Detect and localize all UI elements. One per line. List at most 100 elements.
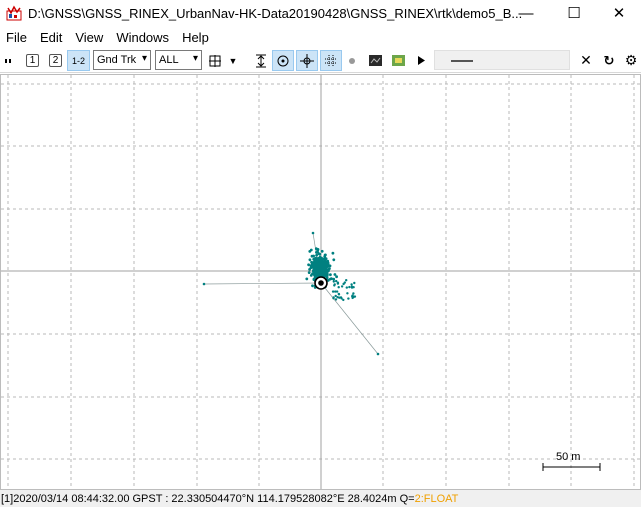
track-point [343,281,346,284]
track-point [348,285,351,289]
track-point [331,251,335,255]
menu-view[interactable]: View [75,29,104,45]
track-point [334,290,337,293]
solution-1-2-button[interactable]: 1-2 [67,50,90,71]
status-bar: [1]2020/03/14 08:44:32.00 GPST : 22.3305… [0,490,641,507]
track-point [334,298,338,301]
track-point [334,294,337,298]
show-image-button[interactable] [366,50,384,71]
track-point [336,282,340,285]
status-quality-value: 2:FLOAT [414,492,459,505]
track-point [337,286,340,289]
track-point [347,297,350,300]
plot-type-select[interactable]: Gnd Trk ▾ [93,50,151,70]
track-point [351,294,354,297]
track-point [335,279,338,283]
track-point [323,259,327,262]
plot-canvas [1,75,640,489]
time-slider-thumb[interactable] [451,60,473,62]
map-icon [391,55,405,66]
track-point [312,269,315,273]
show-grid-button[interactable] [320,50,342,71]
track-point [336,296,339,299]
window-title: D:\GNSS\GNSS_RINEX_UrbanNav-HK-Data20190… [28,5,523,21]
gear-icon: ⚙ [624,52,638,68]
track-point [328,277,332,281]
scale-bar [542,463,601,471]
track-point [312,278,316,281]
time-slider[interactable] [434,50,570,70]
track-point [340,297,343,300]
track-point [311,284,314,288]
close-icon: ✕ [612,5,626,22]
track-point [353,281,356,285]
menu-windows[interactable]: Windows [116,29,170,45]
track-point [346,292,349,295]
track-point [312,265,316,268]
fit-vertical-button[interactable] [252,50,270,71]
maximize-button[interactable]: ☐ [551,0,597,26]
origin-dropdown-button[interactable]: ▼ [227,50,239,71]
menu-edit[interactable]: Edit [39,29,63,45]
show-map-button[interactable] [389,50,407,71]
minimize-icon: — [518,4,534,22]
clear-button[interactable]: ✕ [578,50,594,71]
chevron-down-icon: ▾ [192,53,198,64]
track-point [311,231,315,235]
reload-button[interactable]: ↻ [601,50,617,71]
menu-file[interactable]: File [6,29,27,45]
track-point [309,266,313,270]
track-point [321,264,324,267]
track-point [335,275,338,279]
menu-help[interactable]: Help [182,29,209,45]
track-point [320,249,324,253]
plot-type-value: Gnd Trk [97,54,137,66]
track-point [317,257,320,260]
close-button[interactable]: ✕ [596,0,641,26]
track-outlier-line [203,282,322,285]
origin-crosshair-button[interactable] [206,50,224,71]
center-origin-button[interactable] [272,50,294,71]
track-point [318,269,321,272]
track-point [332,296,335,299]
track-point [305,277,309,281]
track-point [308,258,312,262]
chevron-down-icon: ▾ [141,53,147,64]
track-point [322,268,326,271]
track-point [307,271,311,274]
track-point [321,272,324,276]
track-point [322,261,326,264]
solution-2-button[interactable]: 2 [49,54,62,67]
track-point [332,258,336,262]
track-point [318,262,322,265]
track-point [335,290,339,293]
minimize-button[interactable]: — [503,0,549,26]
fit-solution-button[interactable] [296,50,318,71]
status-solution-text: [1]2020/03/14 08:44:32.00 GPST : 22.3305… [1,492,415,505]
track-point [352,292,355,295]
track-point [325,276,329,280]
crosshair-circle-icon [300,53,314,68]
track-point [316,261,320,265]
track-point [345,286,348,289]
dot-icon [349,57,355,64]
track-point [376,352,380,356]
maximize-icon: ☐ [567,5,581,22]
track-point [315,251,318,254]
track-point [331,290,335,293]
ground-track-plot[interactable]: 50 m [0,74,641,490]
image-icon [368,55,382,66]
fit-vertical-icon [256,54,266,67]
quality-filter-select[interactable]: ALL ▾ [155,50,202,70]
track-point [315,272,318,276]
track-point [311,272,314,275]
options-button[interactable]: ⚙ [623,50,639,71]
show-point-button[interactable] [345,50,359,71]
solution-1-2-label: 1-2 [71,55,85,66]
play-button[interactable] [413,50,429,71]
solution-1-button[interactable]: 1 [26,54,39,67]
toolbar-grip-icon[interactable] [2,50,16,71]
refresh-icon: ↻ [603,52,615,68]
menu-bar: File Edit View Windows Help [0,26,641,48]
track-point [332,277,336,281]
